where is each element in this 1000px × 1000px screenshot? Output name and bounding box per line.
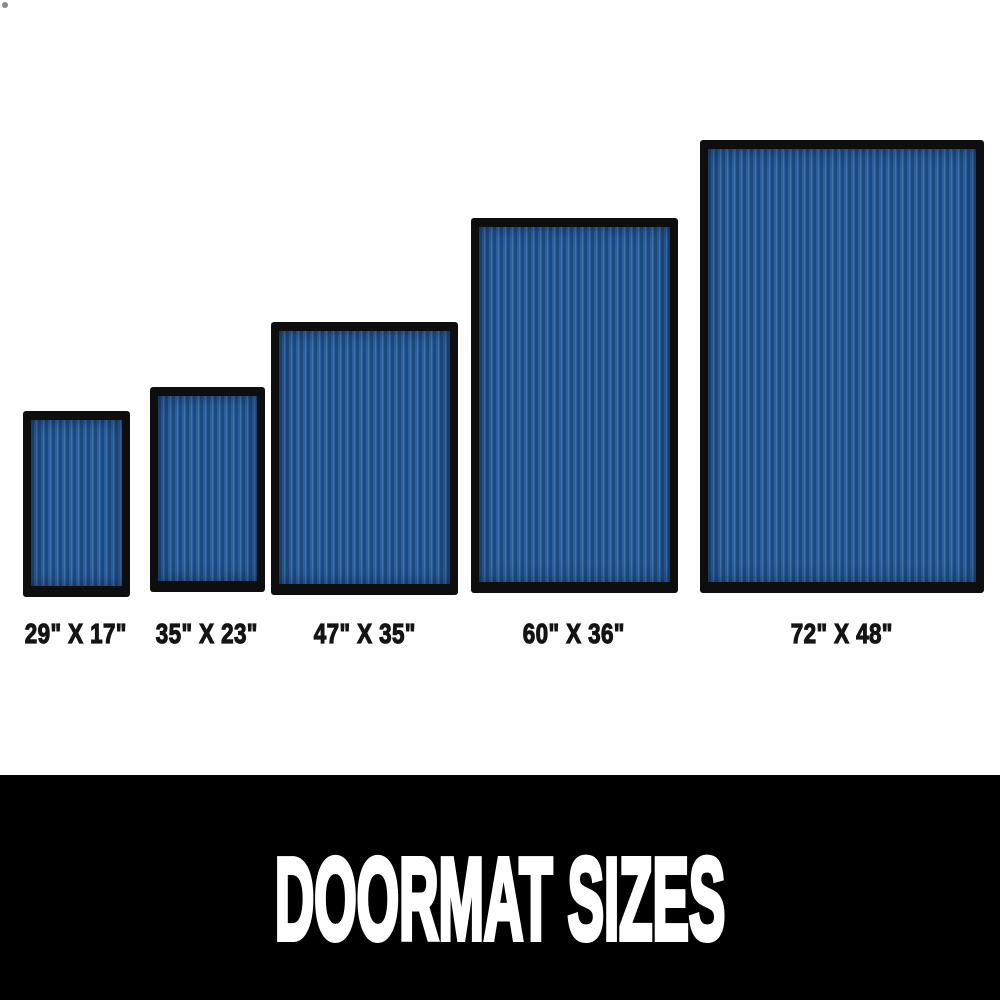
doormat-72x48 xyxy=(700,140,984,593)
doormat-60x36 xyxy=(471,218,678,593)
size-label-60x36: 60" X 36" xyxy=(424,618,724,649)
doormat-surface xyxy=(31,420,122,586)
doormat-47x35 xyxy=(271,322,458,595)
title-banner: DOORMAT SIZES xyxy=(0,775,1000,1000)
doormat-surface xyxy=(279,331,450,584)
doormat-29x17 xyxy=(23,411,130,597)
doormat-35x23 xyxy=(150,387,265,592)
size-label-29x17: 29" X 17" xyxy=(0,618,226,649)
size-label-text: 72" X 48" xyxy=(790,618,894,649)
corner-dot-icon xyxy=(2,2,8,8)
doormat-surface xyxy=(158,396,257,581)
doormat-surface xyxy=(708,149,976,582)
size-label-text: 29" X 17" xyxy=(24,618,128,649)
size-label-47x35: 47" X 35" xyxy=(215,618,515,649)
size-label-text: 35" X 23" xyxy=(155,618,259,649)
banner-title: DOORMAT SIZES xyxy=(273,833,726,964)
size-label-72x48: 72" X 48" xyxy=(692,618,992,649)
size-label-35x23: 35" X 23" xyxy=(57,618,357,649)
doormat-surface xyxy=(479,227,670,582)
size-label-text: 47" X 35" xyxy=(313,618,417,649)
size-label-text: 60" X 36" xyxy=(522,618,626,649)
